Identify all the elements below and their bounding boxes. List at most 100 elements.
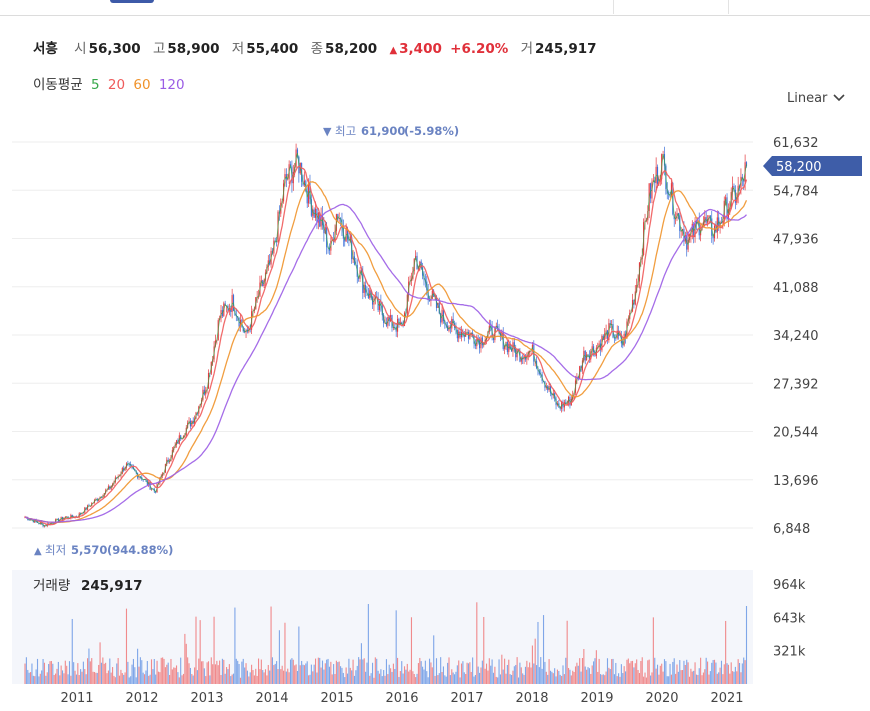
volume-bar [334,673,336,684]
volume-bar [366,662,368,684]
stock-name: 서흥 [33,41,58,57]
ma-120[interactable]: 120 [158,77,185,93]
volume-bar [616,676,618,684]
volume-bar [512,670,514,684]
volume-bar [45,675,47,684]
volume-bar [383,670,385,684]
current-price-tag: 58,200 [763,156,862,176]
volume-bar [693,670,695,684]
volume-bar [602,674,604,684]
volume-bar [92,671,94,684]
volume-bar [545,671,547,684]
volume-bar [185,643,187,684]
volume-bar [605,671,607,684]
volume-bar [666,676,668,684]
volume-bar [194,667,196,684]
volume-bar [460,663,463,684]
volume-bar [668,676,670,684]
volume-bar [142,672,144,684]
volume-bar [269,670,271,684]
volume-bar [588,668,590,684]
moving-average-legend: 이동평균 5 20 60 120 [33,73,189,93]
ma-line-60 [24,181,748,523]
volume-bar [583,649,585,684]
volume-bar [612,658,614,684]
scale-dropdown[interactable]: Linear [787,91,845,106]
volume-bar [613,674,615,684]
volume-y-axis: 964k 643k 321k [773,578,806,660]
volume-bar [547,674,549,684]
volume-bar [716,673,718,684]
volume-bar [170,658,172,684]
volume-bar [725,620,727,684]
volume-bar [340,666,342,684]
volume-bar [49,661,51,684]
volume-bar [200,661,203,684]
tab-divider [613,0,614,14]
volume-bar [330,661,332,684]
volume-bar [102,657,104,684]
volume-bar [130,676,132,684]
volume-bar [440,657,442,684]
volume-bar [452,672,454,684]
y-tick-label: 27,392 [773,377,819,392]
low-value: 55,400 [246,41,299,57]
volume-bar [139,657,141,684]
volume-bar [563,674,565,684]
volume-tick-label: 321k [773,645,806,660]
volume-bar [313,664,315,684]
volume-bar [234,607,236,684]
volume-bar [30,672,32,684]
volume-bar [174,667,176,684]
volume-bar [235,658,237,684]
ma-60[interactable]: 60 [133,77,151,93]
volume-bar [46,672,48,684]
volume-bar [702,672,704,684]
volume-bar [345,667,347,684]
volume-bar [52,663,54,684]
volume-bar [695,674,698,684]
volume-bar [195,616,197,684]
volume-bar [321,660,324,684]
low-annotation-label: 최저 [45,543,66,557]
volume-bar [615,662,617,684]
volume-bar [579,658,581,684]
volume-bar [398,676,400,684]
volume-bar [149,674,151,684]
volume-bar [191,673,193,684]
volume-bar [305,663,307,684]
volume-bar [723,664,725,684]
volume-bar [655,668,657,684]
volume-bar [184,633,186,684]
volume-bar [455,671,457,684]
volume-bar [335,660,337,684]
volume-bar [708,674,710,684]
volume-bar [380,669,382,684]
volume-bar [729,673,731,684]
volume-bar [178,677,180,684]
volume-bar [631,660,634,684]
volume-bar [117,658,119,684]
volume-bar [370,673,372,684]
y-tick-label: 20,544 [773,426,819,441]
ma-20[interactable]: 20 [107,77,126,93]
volume-bar [210,657,212,684]
volume-bar [291,658,293,684]
volume-bar [110,672,112,684]
low-arrow-icon: ▲ [34,546,42,557]
volume-bar [604,675,606,684]
ma-5[interactable]: 5 [90,77,100,93]
volume-bar [561,675,563,684]
volume-bar [159,672,161,684]
volume-bar [310,664,312,684]
volume-bar [134,667,136,684]
volume-bar [77,663,79,684]
volume-bar [128,677,130,684]
volume-bar [745,605,748,684]
volume-bar [643,676,645,684]
volume-bar [704,669,706,684]
volume-bar [694,662,696,684]
volume-bar [726,663,728,684]
volume-bar [188,663,190,684]
